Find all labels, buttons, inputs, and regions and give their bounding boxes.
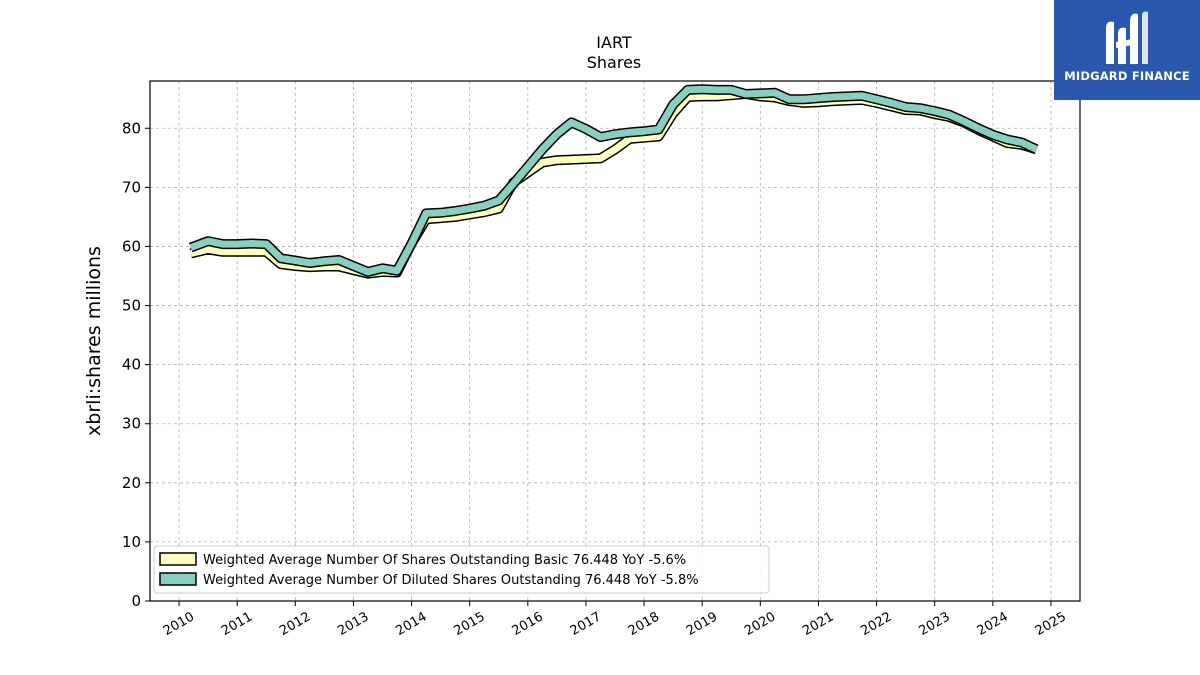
x-tick-label: 2019 bbox=[684, 609, 720, 639]
y-tick-label: 30 bbox=[122, 415, 141, 433]
legend-swatch-diluted bbox=[159, 572, 197, 586]
x-tick-label: 2021 bbox=[800, 609, 836, 639]
x-tick-label: 2025 bbox=[1033, 609, 1069, 639]
chart-title: IART bbox=[596, 33, 632, 52]
legend: Weighted Average Number Of Shares Outsta… bbox=[153, 545, 770, 594]
grid bbox=[150, 81, 1080, 601]
brand-name: MIDGARD FINANCE bbox=[1064, 69, 1190, 83]
y-tick-label: 0 bbox=[131, 592, 141, 610]
x-tick-label: 2017 bbox=[568, 609, 604, 639]
x-tick-label: 2022 bbox=[858, 609, 894, 639]
x-tick-label: 2024 bbox=[975, 609, 1011, 639]
y-tick-label: 80 bbox=[122, 119, 141, 137]
y-tick-label: 70 bbox=[122, 178, 141, 196]
series-line-outline bbox=[188, 84, 1039, 277]
plot-frame bbox=[149, 80, 1081, 602]
y-axis-label: xbrli:shares millions bbox=[83, 246, 105, 436]
x-tick-label: 2016 bbox=[510, 609, 546, 639]
series-layer bbox=[188, 84, 1039, 279]
chart-subtitle: Shares bbox=[587, 53, 642, 72]
x-tick-label: 2020 bbox=[742, 609, 778, 639]
legend-entry-diluted: Weighted Average Number Of Diluted Share… bbox=[203, 573, 699, 588]
x-tick-label: 2014 bbox=[393, 609, 429, 639]
x-tick-label: 2011 bbox=[219, 609, 255, 639]
legend-box bbox=[153, 545, 770, 594]
series-diluted bbox=[188, 84, 1039, 277]
series-line bbox=[189, 85, 1038, 276]
x-tick-label: 2010 bbox=[161, 609, 197, 639]
x-tick-label: 2012 bbox=[277, 609, 313, 639]
y-tick-label: 50 bbox=[122, 297, 141, 315]
x-tick-label: 2023 bbox=[917, 609, 953, 639]
legend-swatch-basic bbox=[159, 552, 197, 566]
brand-logo: MIDGARD FINANCE bbox=[1054, 0, 1200, 100]
x-tick-label: 2018 bbox=[626, 609, 662, 639]
legend-entry-basic: Weighted Average Number Of Shares Outsta… bbox=[203, 553, 686, 568]
y-tick-label: 60 bbox=[122, 237, 141, 255]
y-tick-label: 20 bbox=[122, 474, 141, 492]
midgard-logo-icon bbox=[1106, 11, 1148, 65]
x-tick-label: 2013 bbox=[335, 609, 371, 639]
y-tick-label: 10 bbox=[122, 533, 141, 551]
y-tick-label: 40 bbox=[122, 356, 141, 374]
x-tick-label: 2015 bbox=[452, 609, 488, 639]
